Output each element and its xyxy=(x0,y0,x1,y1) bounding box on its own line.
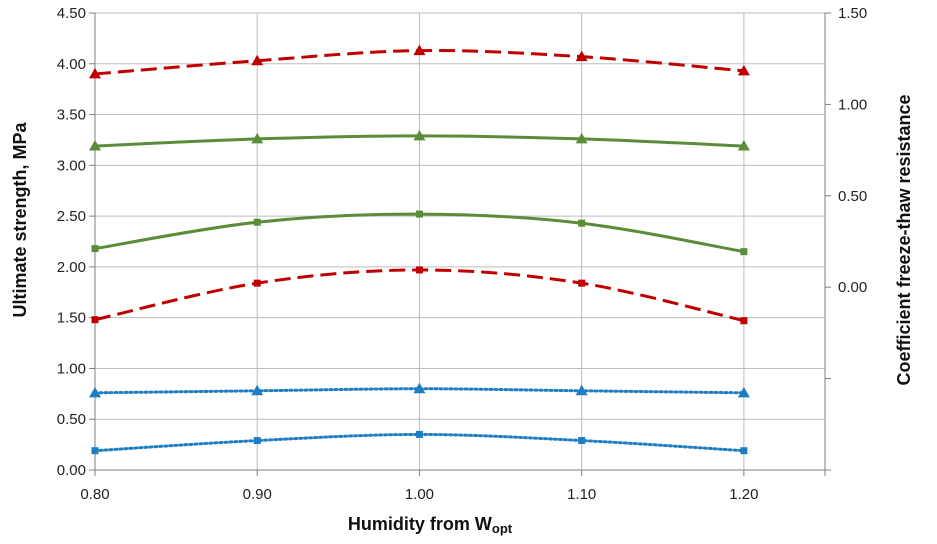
data-point-triangle xyxy=(89,386,101,398)
data-point-triangle xyxy=(575,50,588,62)
series-blue-dotted-upper xyxy=(89,382,750,398)
data-point-triangle xyxy=(413,44,426,56)
x-axis-title: Humidity from Wopt xyxy=(348,514,513,536)
data-point-square xyxy=(578,279,586,287)
x-axis-title-main: Humidity from W xyxy=(348,514,492,534)
series-layer xyxy=(89,44,750,455)
data-point-square xyxy=(415,266,423,274)
data-point-square xyxy=(91,447,99,455)
data-point-triangle xyxy=(413,129,426,141)
y-left-tick-label: 3.50 xyxy=(57,107,86,124)
data-point-triangle xyxy=(737,386,750,398)
y-left-tick-label: 0.00 xyxy=(57,462,86,479)
y-left-tick-label: 4.50 xyxy=(57,5,86,22)
data-point-square xyxy=(740,248,748,256)
x-tick-label: 0.90 xyxy=(243,486,272,503)
data-point-triangle xyxy=(575,132,588,144)
x-tick-label: 1.10 xyxy=(567,486,596,503)
y-left-tick-label: 4.00 xyxy=(57,56,86,73)
y-left-tick-label: 1.00 xyxy=(57,360,86,377)
series-red-dashed-lower xyxy=(91,266,748,325)
data-point-square xyxy=(253,437,261,445)
y-right-tick-label: 0.50 xyxy=(838,188,867,205)
data-point-triangle xyxy=(737,140,750,151)
y-left-tick-label: 0.50 xyxy=(57,411,86,428)
grid xyxy=(94,12,825,471)
series-green-solid-lower xyxy=(91,210,748,256)
y-axis-right-title: Coefficient freeze-thaw resistance xyxy=(894,94,914,385)
data-point-triangle xyxy=(89,140,101,151)
y-right-tick-label: 1.00 xyxy=(838,96,867,113)
y-right-tick-label: 0.00 xyxy=(838,279,867,296)
data-point-triangle xyxy=(251,132,264,144)
x-tick-label: 1.00 xyxy=(405,486,434,503)
series-green-solid-upper xyxy=(89,129,750,151)
series-red-dashed-upper xyxy=(89,44,750,79)
x-axis-title-subscript: opt xyxy=(492,521,513,536)
data-point-square xyxy=(578,219,586,227)
axes xyxy=(89,12,831,476)
data-point-square xyxy=(91,245,99,253)
x-tick-label: 1.20 xyxy=(729,486,758,503)
tick-labels: 0.00 0.50 1.00 1.50 2.00 2.50 3.00 3.50 4.00 4.50… xyxy=(57,5,867,503)
data-point-square xyxy=(253,279,261,287)
data-point-triangle xyxy=(251,54,264,66)
data-point-square xyxy=(253,218,261,226)
data-point-triangle xyxy=(575,384,588,396)
y-left-tick-label: 2.00 xyxy=(57,259,86,276)
data-point-triangle xyxy=(737,64,750,76)
data-point-triangle xyxy=(413,382,426,394)
data-point-square xyxy=(578,437,586,445)
data-point-triangle xyxy=(89,67,101,79)
y-right-tick-label: 1.50 xyxy=(838,5,867,22)
data-point-square xyxy=(91,316,99,324)
y-axis-left-title: Ultimate strength, MPa xyxy=(10,121,30,317)
data-point-square xyxy=(740,317,748,325)
data-point-square xyxy=(415,430,423,438)
y-left-tick-label: 3.00 xyxy=(57,157,86,174)
series-blue-dotted-lower xyxy=(91,430,748,455)
data-point-triangle xyxy=(251,384,264,396)
y-left-tick-label: 1.50 xyxy=(57,310,86,327)
y-left-tick-label: 2.50 xyxy=(57,208,86,225)
data-point-square xyxy=(415,210,423,218)
x-tick-label: 0.80 xyxy=(80,486,109,503)
data-point-square xyxy=(740,447,748,455)
